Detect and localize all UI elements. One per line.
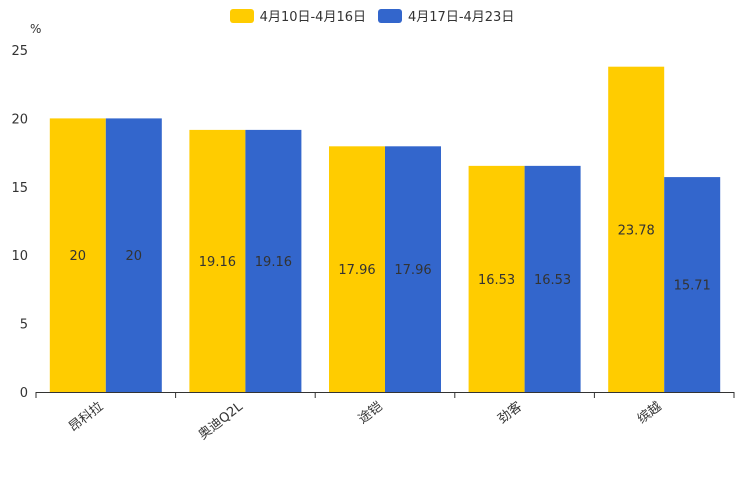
data-label: 16.53 xyxy=(478,273,515,288)
data-label: 17.96 xyxy=(338,263,375,278)
legend-label-series-1: 4月10日-4月16日 xyxy=(259,10,366,25)
bar xyxy=(49,118,106,393)
x-tick-label: 途铠 xyxy=(355,399,385,428)
legend-item-series-2[interactable]: 4月17日-4月23日 xyxy=(378,6,514,25)
x-tick-label: 奥迪Q2L xyxy=(196,399,247,443)
bar xyxy=(524,165,581,392)
bar xyxy=(664,177,721,392)
x-tick-label: 劲客 xyxy=(495,399,525,428)
legend-swatch-series-1 xyxy=(229,8,254,23)
legend-item-series-1[interactable]: 4月10日-4月16日 xyxy=(229,6,366,25)
y-tick-label: 15 xyxy=(11,181,28,196)
bar xyxy=(329,146,385,392)
data-label: 23.78 xyxy=(618,223,655,238)
data-label: 19.16 xyxy=(199,255,236,270)
x-tick-label: 缤越 xyxy=(634,399,664,428)
y-tick-label: 5 xyxy=(20,318,28,333)
bar xyxy=(385,146,441,392)
bar xyxy=(105,118,162,393)
legend-label-series-2: 4月17日-4月23日 xyxy=(408,10,515,25)
data-label: 19.16 xyxy=(255,255,292,270)
y-tick-label: 10 xyxy=(11,249,28,264)
y-tick-label: 25 xyxy=(11,44,28,59)
data-label: 20 xyxy=(126,249,143,264)
bar xyxy=(189,129,246,392)
data-label: 17.96 xyxy=(394,263,431,278)
y-tick-label: 0 xyxy=(20,386,28,401)
bar xyxy=(608,66,665,392)
legend: 4月10日-4月16日 4月17日-4月23日 xyxy=(0,6,744,25)
x-tick-label: 昂科拉 xyxy=(66,399,106,435)
data-label: 15.71 xyxy=(674,279,711,294)
y-axis-unit: % xyxy=(30,22,42,36)
legend-swatch-series-2 xyxy=(378,8,402,23)
bar xyxy=(468,165,525,392)
data-label: 20 xyxy=(70,249,87,264)
bar xyxy=(245,129,302,392)
data-label: 16.53 xyxy=(534,273,571,288)
y-tick-label: 20 xyxy=(11,112,28,127)
